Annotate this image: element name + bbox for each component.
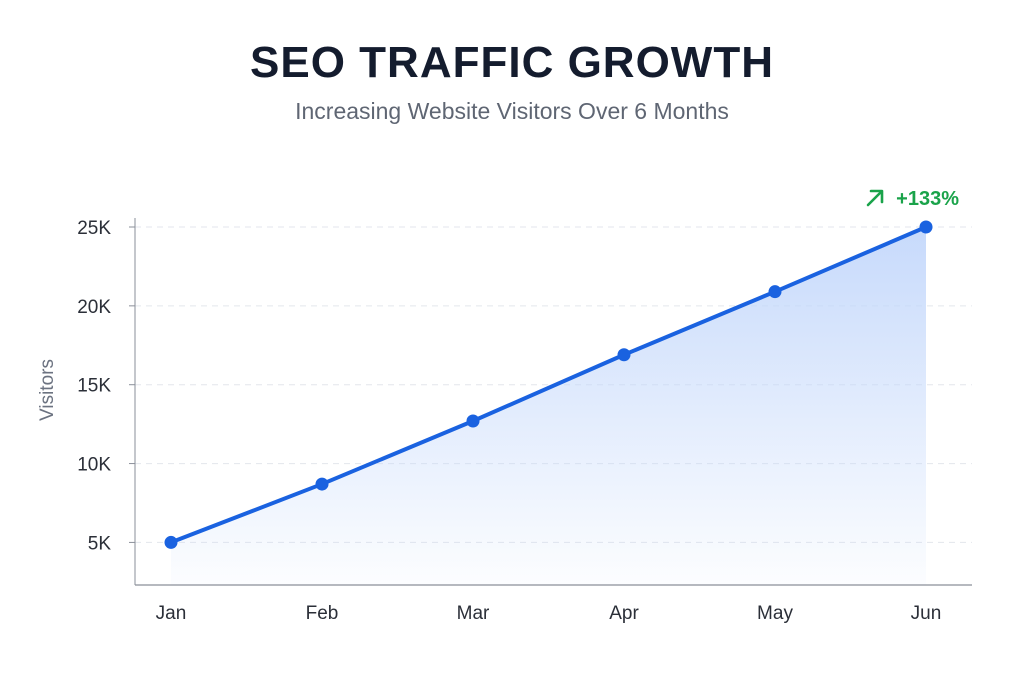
data-point <box>617 348 631 362</box>
data-point <box>768 285 782 299</box>
chart-subtitle: Increasing Website Visitors Over 6 Month… <box>295 98 729 124</box>
x-tick-label: Jun <box>911 603 942 624</box>
y-tick-label: 25K <box>77 218 111 239</box>
chart-title: SEO TRAFFIC GROWTH <box>250 38 774 87</box>
y-tick-label: 10K <box>77 455 111 476</box>
data-point <box>315 477 329 491</box>
y-tick-label: 5K <box>88 533 112 554</box>
y-tick-label: 20K <box>77 297 111 318</box>
x-tick-label: Feb <box>306 603 339 624</box>
x-tick-label: May <box>757 603 793 624</box>
x-tick-label: Mar <box>457 603 490 624</box>
growth-annotation: +133% <box>896 188 959 210</box>
arrow-up-right-icon <box>866 189 884 207</box>
area-fill <box>171 227 926 585</box>
data-point <box>164 535 178 549</box>
data-point <box>466 414 480 428</box>
data-point <box>919 220 933 234</box>
x-tick-label: Jan <box>156 603 187 624</box>
x-tick-label: Apr <box>609 603 639 624</box>
series-line <box>169 225 928 545</box>
y-axis-label: Visitors <box>37 359 58 421</box>
y-tick-label: 15K <box>77 376 111 397</box>
